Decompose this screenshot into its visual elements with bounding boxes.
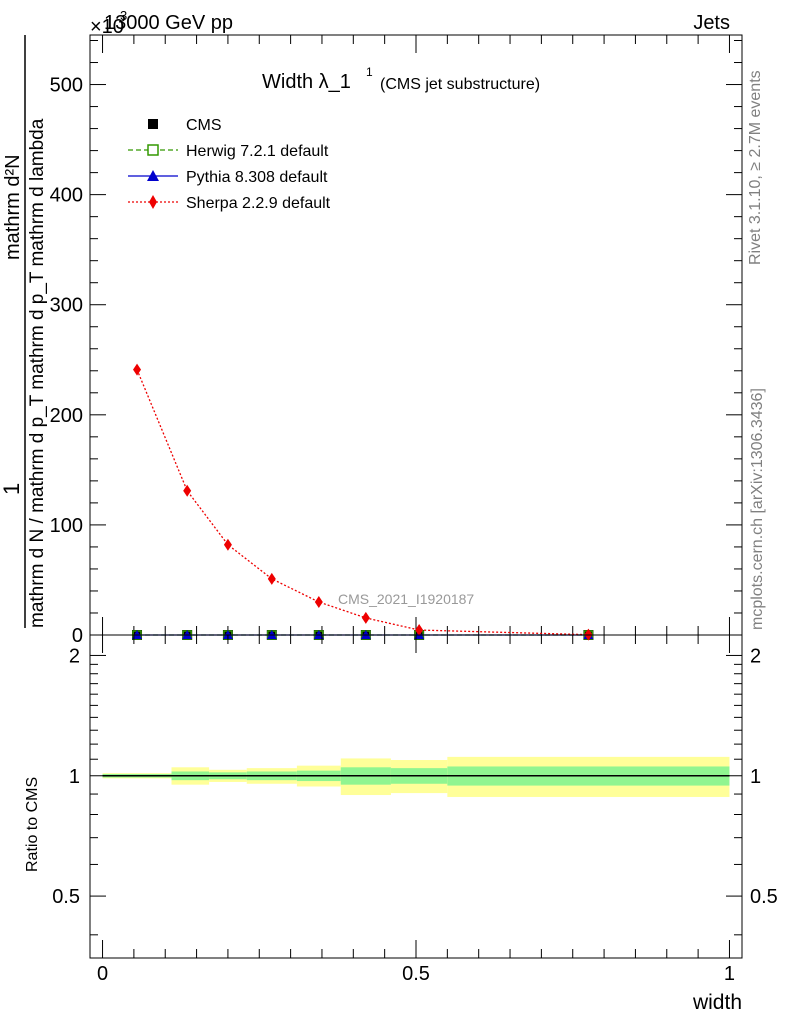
ratio-y-tick-label-right: 2 (750, 645, 761, 667)
y-label-top: mathrm d²N (2, 154, 24, 260)
y-label-numerator: 1 (0, 483, 24, 495)
x-tick-label: 0 (97, 963, 108, 985)
y-tick-label: 100 (50, 515, 83, 537)
sherpa-data-point (223, 538, 232, 551)
legend-marker-cms (148, 119, 158, 129)
main-y-axis-label: 1 mathrm d²N mathrm d N / mathrm d p_T m… (0, 35, 48, 628)
analysis-watermark: CMS_2021_I1920187 (338, 591, 474, 607)
sherpa-data-point (415, 624, 424, 637)
legend-label-sherpa: Sherpa 2.2.9 default (186, 195, 331, 212)
y-tick-label: 300 (50, 295, 83, 317)
ratio-y-tick-label: 0.5 (52, 886, 80, 908)
x-tick-label: 1 (724, 963, 735, 985)
energy-label: 13000 GeV pp (104, 12, 233, 34)
legend-label-cms: CMS (186, 117, 222, 134)
sherpa-series-line (136, 369, 589, 636)
x-axis-label: width (692, 991, 742, 1014)
ratio-y-tick-label-right: 1 (750, 766, 761, 788)
ratio-y-tick-label-right: 0.5 (750, 886, 778, 908)
sherpa-data-point (183, 484, 192, 497)
legend-label-herwig: Herwig 7.2.1 default (186, 143, 329, 160)
legend-label-pythia: Pythia 8.308 default (186, 169, 328, 186)
main-plot-panel: 0 100 200 300 400 500 Width λ_1 1 (CMS jet su… (50, 34, 743, 647)
y-exponent-power: 3 (120, 8, 127, 23)
y-label-denominator: mathrm d N / mathrm d p_T mathrm d p_T m… (27, 118, 48, 628)
sherpa-data-point (361, 611, 370, 624)
process-label: Jets (693, 12, 730, 34)
ratio-plot-panel: 0.5 0.5 1 1 2 2 0 0.5 1 Ratio to CMS width (24, 634, 778, 1014)
ratio-y-label: Ratio to CMS (24, 777, 41, 872)
sherpa-data-point (267, 572, 276, 585)
ratio-y-tick-label: 2 (69, 645, 80, 667)
legend-marker-pythia (147, 170, 159, 181)
sherpa-data-point (133, 363, 142, 376)
rivet-label: Rivet 3.1.10, ≥ 2.7M events (747, 70, 764, 265)
y-tick-label: 400 (50, 185, 83, 207)
y-tick-label: 500 (50, 75, 83, 97)
legend-marker-herwig (147, 144, 159, 156)
ratio-y-tick-label: 1 (69, 766, 80, 788)
legend: CMS Herwig 7.2.1 default Pythia 8.308 defa… (128, 117, 331, 212)
mcplots-label: mcplots.cern.ch [arXiv:1306.3436] (749, 388, 766, 630)
x-tick-label: 0.5 (402, 963, 430, 985)
y-exponent-label: ×10 (90, 16, 124, 38)
plot-title: Width λ_1 (262, 71, 351, 93)
y-tick-label: 200 (50, 405, 83, 427)
sherpa-data-point (314, 595, 323, 608)
plot-subtitle: (CMS jet substructure) (380, 76, 540, 93)
plot-title-superscript: 1 (366, 65, 373, 79)
legend-marker-sherpa (149, 195, 157, 209)
y-tick-label: 0 (72, 625, 83, 647)
